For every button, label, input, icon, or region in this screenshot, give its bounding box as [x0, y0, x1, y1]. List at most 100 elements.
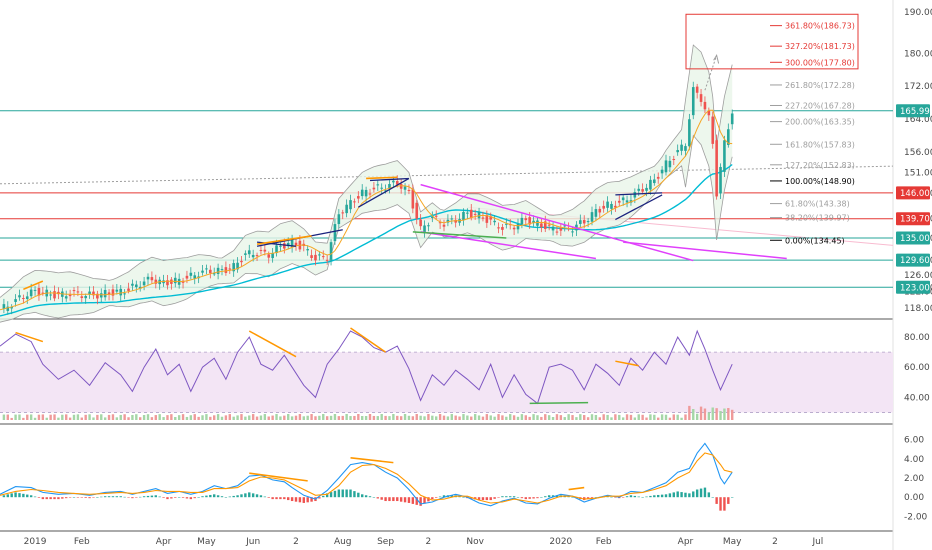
candle — [325, 259, 329, 261]
rsi-divergence — [529, 401, 589, 405]
x-tick-label: Apr — [156, 537, 172, 547]
candle — [76, 291, 80, 293]
y-tick-label: 60.00 — [904, 363, 930, 373]
candle — [345, 204, 348, 214]
macd-histogram-bar — [232, 495, 235, 498]
macd-histogram-bar — [532, 497, 535, 499]
volume-bar — [72, 414, 76, 420]
macd-pane[interactable] — [0, 442, 734, 511]
macd-histogram-bar — [197, 497, 200, 498]
volume-bar — [174, 417, 177, 420]
volume-bar — [547, 415, 551, 420]
volume-bar — [598, 417, 601, 420]
candle — [275, 245, 278, 254]
volume-bar — [731, 409, 734, 420]
volume-bar — [298, 414, 302, 420]
volume-bar — [142, 415, 146, 420]
macd-histogram-bar — [711, 497, 714, 498]
macd-histogram-bar — [80, 497, 83, 498]
macd-histogram-bar — [462, 497, 465, 498]
candle — [29, 289, 33, 297]
candle — [232, 263, 235, 272]
support-line — [412, 231, 507, 239]
macd-histogram-bar — [22, 493, 25, 498]
fib-label: 127.20%(152.83) — [785, 161, 855, 170]
volume-bar — [641, 414, 644, 420]
macd-histogram-bar — [10, 493, 13, 498]
volume-bar — [435, 416, 438, 420]
macd-histogram-bar — [290, 497, 294, 502]
candle — [357, 196, 360, 199]
volume-bar — [516, 416, 520, 420]
price-badge-label: 123.00 — [900, 283, 930, 293]
candle — [407, 190, 411, 192]
macd-histogram-bar — [653, 495, 656, 498]
volume-bar — [660, 414, 664, 420]
volume-bar — [442, 415, 446, 420]
rsi-pane[interactable] — [0, 327, 893, 420]
candle — [131, 283, 134, 286]
macd-histogram-bar — [33, 496, 37, 498]
candle — [617, 200, 621, 203]
candle — [442, 224, 446, 227]
time-axis[interactable]: 2019 Feb Apr May Jun 2 Aug Sep 2 Nov 2020 Feb Apr May… — [24, 537, 824, 547]
price-axis[interactable]: 190.00 180.00 172.00 164.00 156.00 151.00 146.… — [896, 8, 932, 522]
macd-histogram-bar — [407, 497, 411, 503]
candle — [41, 292, 45, 294]
candle — [473, 213, 477, 215]
candle — [656, 176, 660, 179]
candle — [493, 220, 496, 223]
macd-histogram-bar — [505, 496, 508, 498]
volume-bar — [22, 417, 25, 420]
volume-bar — [614, 414, 617, 420]
volume-bar — [259, 415, 263, 420]
volume-bar — [396, 415, 399, 420]
macd-histogram-bar — [645, 496, 648, 498]
y-tick-label: -2.00 — [904, 512, 928, 522]
trend-line — [369, 177, 409, 182]
macd-histogram-bar — [162, 497, 165, 498]
candle — [653, 179, 656, 184]
candle — [290, 238, 294, 248]
volume-bar — [524, 415, 527, 420]
volume-bar — [123, 414, 126, 420]
candle — [2, 304, 6, 309]
macd-histogram-bar — [380, 497, 383, 500]
fib-label: 361.80%(186.73) — [785, 22, 855, 31]
price-pane[interactable]: 361.80%(186.73) 327.20%(181.73) 300.00%(17… — [0, 13, 894, 323]
candle — [516, 223, 520, 230]
macd-histogram-bar — [131, 497, 134, 499]
candle — [594, 209, 598, 217]
macd-histogram-bar — [49, 497, 52, 500]
y-tick-label: 40.00 — [904, 393, 930, 403]
candle — [267, 254, 271, 258]
volume-bar — [325, 416, 329, 420]
macd-histogram-bar — [727, 497, 730, 504]
macd-histogram-bar — [103, 496, 107, 498]
candle — [212, 273, 216, 275]
candle — [107, 292, 111, 295]
macd-histogram-bar — [41, 497, 45, 500]
macd-histogram-bar — [123, 496, 126, 498]
macd-histogram-bar — [657, 494, 660, 498]
candle — [271, 253, 274, 259]
candle — [263, 249, 267, 252]
volume-bar — [376, 416, 379, 420]
volume-bar — [450, 414, 453, 420]
macd-histogram-bar — [540, 497, 543, 498]
candle — [376, 184, 380, 186]
volume-bar — [699, 406, 703, 420]
volume-bar — [302, 416, 305, 420]
macd-histogram-bar — [345, 489, 348, 498]
macd-histogram-bar — [259, 495, 263, 498]
macd-histogram-bar — [45, 497, 48, 500]
volume-bar — [680, 417, 683, 420]
volume-bar — [497, 414, 500, 420]
volume-bar — [361, 416, 364, 420]
candle — [590, 212, 594, 222]
volume-bar — [454, 415, 457, 420]
macd-histogram-bar — [57, 497, 60, 500]
price-badge — [896, 231, 930, 245]
macd-histogram-bar — [610, 496, 613, 498]
